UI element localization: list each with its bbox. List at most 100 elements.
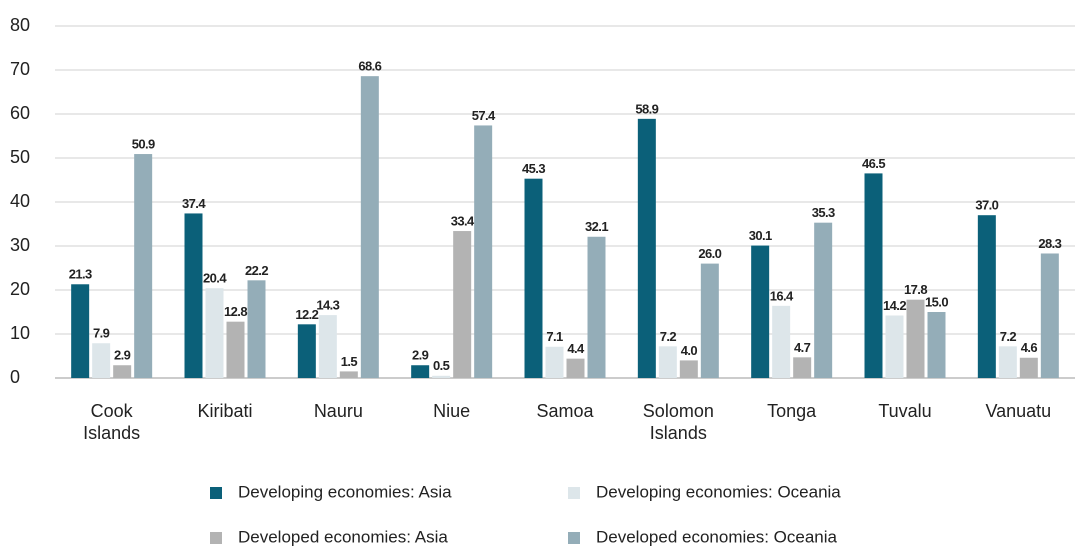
data-label: 46.5	[862, 156, 885, 171]
data-label: 30.1	[749, 228, 772, 243]
data-label: 45.3	[522, 161, 545, 176]
data-label: 33.4	[451, 213, 475, 228]
bar	[524, 178, 543, 378]
data-label: 2.9	[412, 348, 429, 363]
y-tick-label: 0	[10, 367, 20, 387]
data-label: 4.0	[681, 343, 698, 358]
bar	[637, 118, 656, 378]
data-label: 1.5	[341, 354, 358, 369]
data-label: 7.2	[660, 329, 677, 344]
legend-swatch	[568, 487, 580, 499]
bar	[751, 245, 770, 378]
y-tick-label: 50	[10, 147, 30, 167]
legend-swatch	[210, 487, 222, 499]
data-label: 14.2	[883, 298, 906, 313]
data-label: 14.3	[316, 298, 339, 313]
bar	[700, 263, 719, 378]
data-label: 17.8	[904, 282, 927, 297]
legend-label: Developed economies: Oceania	[596, 527, 838, 546]
bar	[679, 360, 698, 378]
bar	[134, 154, 153, 378]
bar	[184, 213, 203, 378]
data-label: 28.3	[1038, 236, 1061, 251]
bar	[977, 215, 996, 378]
data-label: 0.5	[433, 358, 450, 373]
bar	[998, 346, 1017, 378]
legend-label: Developing economies: Asia	[238, 482, 452, 501]
bar	[906, 299, 925, 378]
x-tick-label: Tonga	[767, 401, 817, 421]
bar	[587, 236, 606, 378]
y-tick-label: 10	[10, 323, 30, 343]
data-label: 7.2	[1000, 329, 1017, 344]
data-label: 7.9	[93, 326, 110, 341]
bar	[247, 280, 266, 378]
bar	[474, 125, 493, 378]
legend-label: Developing economies: Oceania	[596, 482, 841, 501]
x-tick-label: Vanuatu	[985, 401, 1052, 421]
legend-label: Developed economies: Asia	[238, 527, 448, 546]
data-label: 7.1	[546, 329, 563, 344]
bar	[205, 288, 224, 378]
bar	[1040, 253, 1059, 378]
data-label: 12.2	[295, 307, 318, 322]
data-label: 2.9	[114, 348, 131, 363]
bar	[71, 284, 90, 378]
bar	[814, 222, 833, 378]
data-label: 37.0	[975, 198, 998, 213]
bar	[658, 346, 677, 378]
bar	[226, 321, 245, 378]
bar	[793, 357, 812, 378]
data-label: 32.1	[585, 219, 608, 234]
data-label: 50.9	[132, 136, 155, 151]
data-label: 37.4	[182, 196, 206, 211]
data-label: 35.3	[812, 205, 835, 220]
bar	[453, 231, 472, 378]
data-label: 4.6	[1021, 340, 1038, 355]
x-tick-label: Nauru	[313, 401, 363, 421]
bar	[297, 324, 316, 378]
data-label: 22.2	[245, 263, 268, 278]
x-tick-label: Samoa	[536, 401, 594, 421]
bar	[885, 315, 904, 378]
x-tick-label: Solomon Islands	[642, 401, 714, 443]
x-tick-label: Niue	[433, 401, 471, 421]
x-tick-label: Tuvalu	[878, 401, 932, 421]
bar	[432, 375, 451, 378]
data-label: 20.4	[203, 271, 227, 286]
bar	[927, 312, 946, 378]
bar	[92, 343, 111, 378]
y-tick-label: 70	[10, 59, 30, 79]
data-label: 58.9	[635, 101, 658, 116]
data-label: 4.4	[567, 341, 585, 356]
bar	[545, 346, 564, 378]
y-tick-label: 20	[10, 279, 30, 299]
data-label: 68.6	[358, 59, 381, 74]
data-label: 16.4	[770, 288, 794, 303]
bar	[339, 371, 358, 378]
bar	[1019, 357, 1038, 378]
x-tick-label: Kiribati	[197, 401, 253, 421]
bar	[772, 305, 791, 378]
y-tick-label: 80	[10, 15, 30, 35]
x-tick-label: Cook Islands	[83, 401, 141, 443]
legend-swatch	[568, 532, 580, 544]
bar	[566, 358, 585, 378]
bar	[411, 365, 430, 378]
legend-swatch	[210, 532, 222, 544]
bar	[360, 76, 379, 378]
data-label: 57.4	[472, 108, 496, 123]
y-tick-label: 40	[10, 191, 30, 211]
y-tick-label: 60	[10, 103, 30, 123]
data-label: 21.3	[69, 267, 92, 282]
bar	[113, 365, 132, 378]
data-label: 4.7	[794, 340, 811, 355]
data-label: 12.8	[224, 304, 247, 319]
data-label: 15.0	[925, 294, 948, 309]
bar	[318, 315, 337, 378]
y-tick-label: 30	[10, 235, 30, 255]
bar	[864, 173, 883, 378]
data-label: 26.0	[698, 246, 721, 261]
